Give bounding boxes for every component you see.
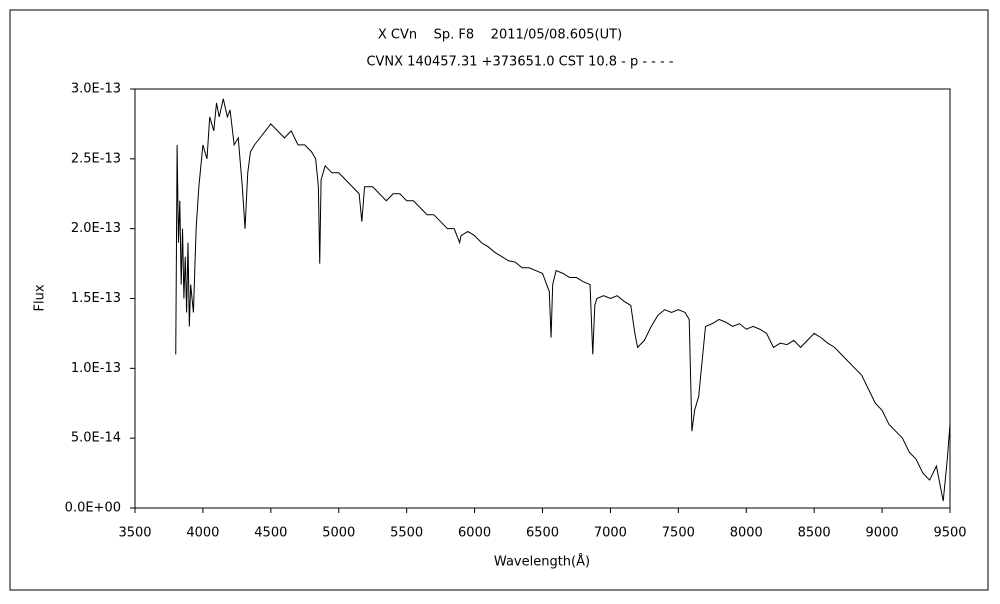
chart-subtitle: CVNX 140457.31 +373651.0 CST 10.8 - p - … bbox=[366, 55, 673, 70]
x-axis-label: Wavelength(Å) bbox=[494, 554, 590, 570]
x-tick-label: 3500 bbox=[118, 526, 151, 541]
chart-frame bbox=[9, 9, 989, 591]
x-tick-label: 4500 bbox=[254, 526, 287, 541]
chart-title: X CVn Sp. F8 2011/05/08.605(UT) bbox=[378, 28, 622, 43]
x-tick-label: 5500 bbox=[390, 526, 423, 541]
x-tick-label: 6500 bbox=[526, 526, 559, 541]
y-tick-label: 2.5E-13 bbox=[71, 151, 121, 166]
y-tick-label: 1.5E-13 bbox=[71, 291, 121, 306]
y-tick-label: 5.0E-14 bbox=[71, 431, 121, 446]
y-tick-label: 1.0E-13 bbox=[71, 361, 121, 376]
x-tick-label: 5000 bbox=[322, 526, 355, 541]
y-tick-label: 0.0E+00 bbox=[65, 501, 121, 516]
x-tick-label: 7500 bbox=[662, 526, 695, 541]
x-tick-label: 9500 bbox=[933, 526, 966, 541]
spectrum-line bbox=[175, 98, 951, 502]
x-tick-label: 9000 bbox=[866, 526, 899, 541]
x-tick-label: 6000 bbox=[458, 526, 491, 541]
y-tick-label: 3.0E-13 bbox=[71, 82, 121, 97]
x-tick-label: 8000 bbox=[730, 526, 763, 541]
x-tick-label: 8500 bbox=[798, 526, 831, 541]
x-tick-label: 7000 bbox=[594, 526, 627, 541]
y-tick-label: 2.0E-13 bbox=[71, 221, 121, 236]
x-tick-label: 4000 bbox=[186, 526, 219, 541]
y-axis-label: Flux bbox=[33, 284, 48, 311]
